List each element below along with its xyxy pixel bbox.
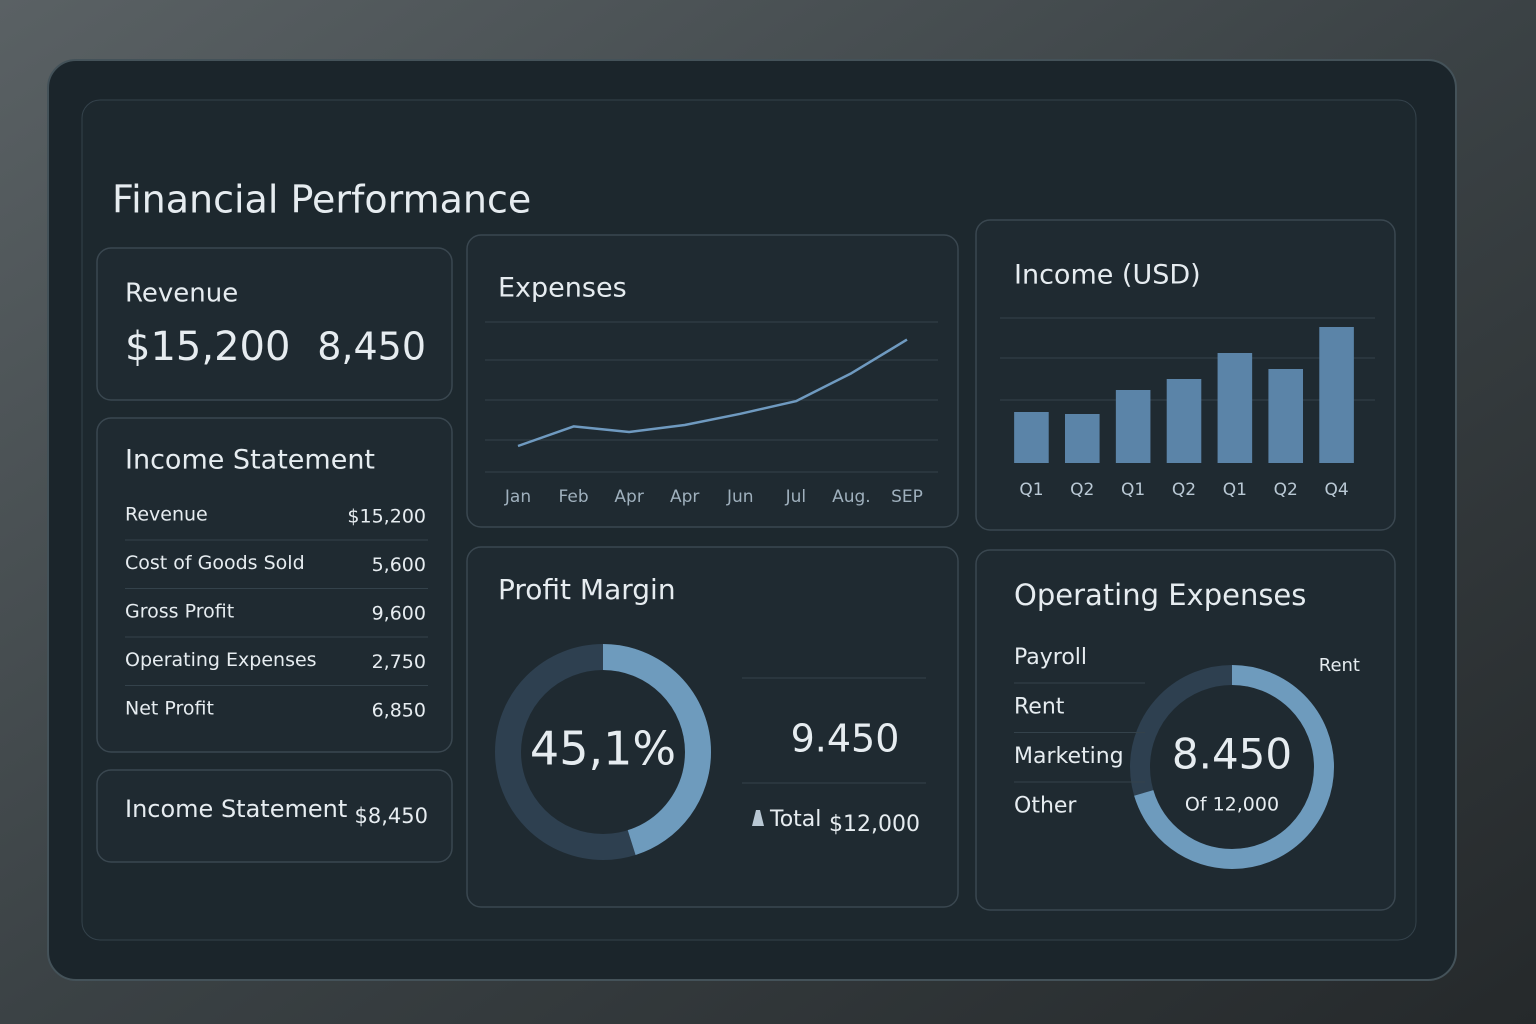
x-tick-label: Aug.	[832, 487, 871, 507]
total-icon	[752, 810, 764, 826]
chart-title: Income (USD)	[1014, 260, 1201, 291]
row-label: Net Profit	[125, 698, 214, 720]
row-label: Revenue	[125, 504, 208, 526]
legend-item: Payroll	[1014, 645, 1087, 670]
operating-expenses-card	[975, 549, 1396, 911]
legend-item: Marketing	[1014, 744, 1124, 769]
x-tick-label: Q1	[1223, 480, 1247, 500]
x-tick-label: Q1	[1121, 480, 1145, 500]
bar	[1217, 353, 1253, 463]
x-tick-label: Jul	[785, 487, 807, 507]
x-tick-label: Q2	[1274, 480, 1298, 500]
row-value: 2,750	[372, 651, 426, 673]
revenue-card	[96, 247, 453, 401]
x-tick-label: Q2	[1172, 480, 1196, 500]
revenue-secondary: 8,450	[317, 325, 426, 369]
summary-card	[96, 769, 453, 863]
row-label: Gross Profit	[125, 601, 234, 623]
x-tick-label: Apr	[670, 487, 699, 507]
x-tick-label: Q2	[1070, 480, 1094, 500]
stat-total: $12,000	[829, 812, 920, 837]
donut-value: 8.450	[1172, 730, 1292, 779]
chart-title: Operating Expenses	[1014, 578, 1306, 612]
bar	[1064, 414, 1100, 463]
row-value: 9,600	[372, 603, 426, 625]
income-statement-card	[96, 417, 453, 753]
x-tick-label: Apr	[614, 487, 643, 507]
summary-label: Income Statement	[125, 795, 347, 823]
bar	[1166, 379, 1202, 463]
row-value: 6,850	[372, 700, 426, 722]
row-value: 5,600	[372, 554, 426, 576]
segment-label: Rent	[1319, 655, 1360, 676]
income-statement-rows: Revenue $15,200 Cost of Goods Sold 5,600 Gro…	[125, 504, 428, 722]
revenue-value: $15,200	[125, 324, 290, 370]
stat-value: 9.450	[791, 717, 900, 761]
expenses-card	[466, 234, 959, 528]
donut-value: 45,1%	[530, 722, 676, 776]
bar	[1014, 412, 1049, 463]
x-tick-label: SEP	[891, 487, 923, 507]
card-title: Revenue	[125, 279, 238, 309]
row-label: Operating Expenses	[125, 649, 317, 671]
row-value: $15,200	[347, 506, 426, 528]
donut-arc	[495, 644, 711, 860]
row-label: Cost of Goods Sold	[125, 552, 305, 574]
donut-total: Of 12,000	[1185, 794, 1279, 816]
bar	[1268, 369, 1304, 463]
summary-value: $8,450	[355, 804, 428, 828]
donut-arc	[1130, 665, 1334, 869]
x-tick-label: Jan	[504, 487, 531, 507]
chart-title: Expenses	[498, 273, 627, 304]
dashboard-title: Financial Performance	[112, 178, 531, 222]
profit-margin-card	[466, 546, 959, 908]
legend-item: Other	[1014, 794, 1077, 819]
x-tick-label: Q4	[1324, 480, 1348, 500]
x-tick-label: Q1	[1019, 480, 1043, 500]
bar	[1319, 327, 1354, 463]
legend-item: Rent	[1014, 695, 1065, 720]
card-title: Income Statement	[125, 445, 375, 476]
x-tick-label: Feb	[559, 487, 589, 507]
expense-line	[517, 338, 908, 448]
stat-total-label: Total	[769, 807, 821, 832]
chart-title: Profit Margin	[498, 573, 676, 606]
x-tick-label: Jun	[726, 487, 754, 507]
bar	[1115, 390, 1151, 463]
